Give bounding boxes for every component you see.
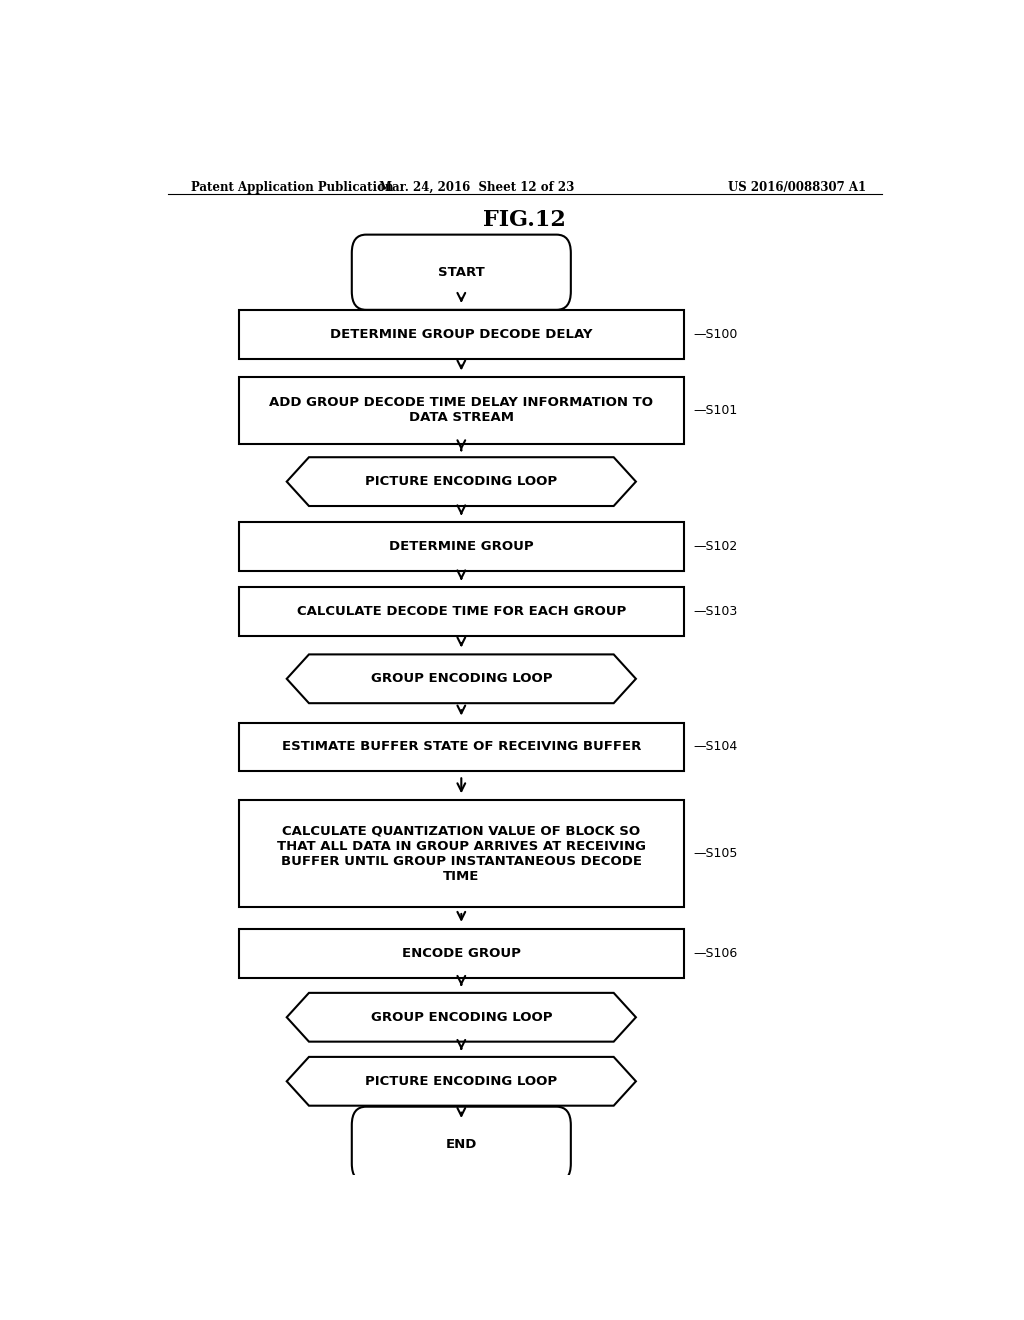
Text: GROUP ENCODING LOOP: GROUP ENCODING LOOP (371, 672, 552, 685)
Text: START: START (438, 265, 484, 279)
Text: ESTIMATE BUFFER STATE OF RECEIVING BUFFER: ESTIMATE BUFFER STATE OF RECEIVING BUFFE… (282, 741, 641, 754)
Text: —S106: —S106 (693, 946, 737, 960)
Text: CALCULATE DECODE TIME FOR EACH GROUP: CALCULATE DECODE TIME FOR EACH GROUP (297, 605, 626, 618)
Text: PICTURE ENCODING LOOP: PICTURE ENCODING LOOP (366, 1074, 557, 1088)
Text: —S104: —S104 (693, 741, 737, 754)
Text: Patent Application Publication: Patent Application Publication (191, 181, 394, 194)
Text: ENCODE GROUP: ENCODE GROUP (401, 946, 521, 960)
Text: —S102: —S102 (693, 540, 737, 553)
Text: Mar. 24, 2016  Sheet 12 of 23: Mar. 24, 2016 Sheet 12 of 23 (380, 181, 574, 194)
Text: —S105: —S105 (693, 847, 737, 861)
Text: —S103: —S103 (693, 605, 737, 618)
Text: CALCULATE QUANTIZATION VALUE OF BLOCK SO
THAT ALL DATA IN GROUP ARRIVES AT RECEI: CALCULATE QUANTIZATION VALUE OF BLOCK SO… (276, 825, 646, 883)
Text: GROUP ENCODING LOOP: GROUP ENCODING LOOP (371, 1011, 552, 1024)
Text: DETERMINE GROUP: DETERMINE GROUP (389, 540, 534, 553)
FancyBboxPatch shape (352, 235, 570, 310)
Text: —S100: —S100 (693, 327, 737, 341)
FancyBboxPatch shape (239, 310, 684, 359)
Text: FIG.12: FIG.12 (483, 210, 566, 231)
Text: US 2016/0088307 A1: US 2016/0088307 A1 (728, 181, 866, 194)
Text: —S101: —S101 (693, 404, 737, 417)
Polygon shape (287, 655, 636, 704)
Text: ADD GROUP DECODE TIME DELAY INFORMATION TO
DATA STREAM: ADD GROUP DECODE TIME DELAY INFORMATION … (269, 396, 653, 425)
Polygon shape (287, 1057, 636, 1106)
Text: DETERMINE GROUP DECODE DELAY: DETERMINE GROUP DECODE DELAY (330, 327, 593, 341)
FancyBboxPatch shape (239, 587, 684, 636)
Text: PICTURE ENCODING LOOP: PICTURE ENCODING LOOP (366, 475, 557, 488)
FancyBboxPatch shape (239, 800, 684, 907)
Text: END: END (445, 1138, 477, 1151)
Polygon shape (287, 993, 636, 1041)
Polygon shape (287, 457, 636, 506)
FancyBboxPatch shape (239, 722, 684, 771)
FancyBboxPatch shape (239, 523, 684, 572)
FancyBboxPatch shape (352, 1106, 570, 1181)
FancyBboxPatch shape (239, 929, 684, 978)
FancyBboxPatch shape (239, 378, 684, 444)
